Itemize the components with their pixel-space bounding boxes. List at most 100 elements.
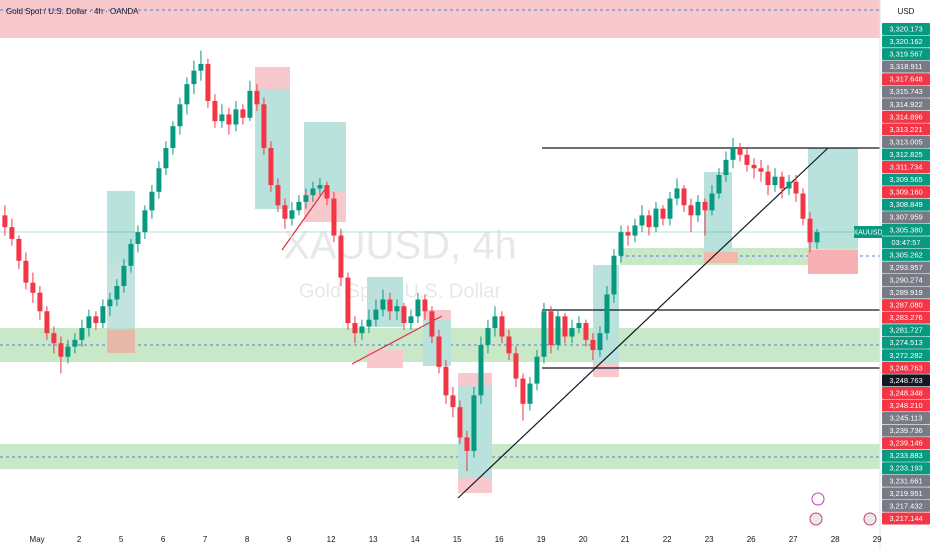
price-tag (882, 60, 930, 73)
candle-body (9, 227, 15, 239)
candle-body (163, 148, 169, 169)
candle-body (597, 333, 603, 350)
candle-body (191, 70, 197, 85)
price-tag (882, 437, 930, 450)
candle-body (534, 356, 540, 384)
candle-body (436, 336, 442, 367)
price-tag (882, 324, 930, 337)
candle-body (793, 181, 799, 194)
candle-body (408, 316, 414, 324)
candle-body (177, 104, 183, 127)
x-tick-label: 15 (453, 535, 462, 544)
price-tag-label: 3,239.736 (889, 426, 922, 435)
event-icon (863, 512, 877, 526)
candle-body (709, 193, 715, 211)
price-tag (882, 211, 930, 224)
candle-body (520, 378, 526, 404)
price-tag-label: 3,231.661 (889, 476, 922, 485)
price-tag-label: 3,272.282 (889, 351, 922, 360)
candle-body (366, 319, 372, 327)
candle-body (688, 205, 694, 216)
candle-body (779, 176, 785, 189)
price-tag-label: 3,319.567 (889, 50, 922, 59)
candle-body (212, 100, 218, 122)
countdown-tag (882, 236, 930, 249)
candle-body (44, 311, 50, 334)
candle-body (716, 174, 722, 194)
candle-body (604, 294, 610, 334)
candle-body (660, 208, 666, 219)
candle-body (499, 316, 505, 337)
long-stop (593, 363, 619, 377)
candle-body (737, 148, 743, 155)
candle-body (373, 309, 379, 320)
price-tag (882, 399, 930, 412)
axes: May 2 5 6 7 8 9 12 13 14 15 16 19 20 21 22 23 26 27 28 29 3,3… (30, 23, 930, 544)
price-tag (882, 499, 930, 512)
price-tag-label: 3,320.173 (889, 24, 922, 33)
short-stop (808, 250, 858, 274)
price-tag (882, 449, 930, 462)
drawings (0, 0, 880, 499)
price-tag (882, 361, 930, 374)
price-tag-label: 3,281.727 (889, 326, 922, 335)
currency-label: USD (898, 7, 915, 16)
symbol-tag (854, 226, 882, 238)
demand-zone (620, 248, 858, 265)
price-tag (882, 198, 930, 211)
candle-body (590, 339, 596, 350)
price-tag-label: 3,293.957 (889, 263, 922, 272)
candles (2, 50, 820, 472)
price-tag-label: 3,309.160 (889, 188, 922, 197)
price-tag (882, 123, 930, 136)
candle-body (240, 109, 246, 118)
price-tag-label: 3,245.113 (890, 414, 923, 423)
x-tick-label: 14 (411, 535, 420, 544)
price-tag-label: 3,217.432 (889, 501, 922, 510)
event-icons (809, 492, 877, 526)
candle-body (611, 255, 617, 295)
symbol-tag-text: XAUUSD (853, 229, 882, 236)
candle-body (667, 198, 673, 219)
price-tag-label: 3,305.262 (889, 250, 922, 259)
candle-body (576, 323, 582, 329)
price-tag (882, 35, 930, 48)
candle-body (261, 104, 267, 149)
price-tag-label: 3,239.146 (889, 439, 922, 448)
candle-body (548, 311, 554, 345)
candle-body (317, 185, 323, 189)
x-tick-label: 28 (831, 535, 840, 544)
price-tag-label: 3,219.951 (889, 489, 922, 498)
candle-body (303, 195, 309, 202)
candle-body (429, 311, 435, 337)
x-tick-label: 2 (77, 535, 82, 544)
candle-body (128, 243, 134, 266)
candle-body (422, 299, 428, 312)
candle-body (569, 328, 575, 337)
price-tag-label: 3,283.276 (889, 313, 922, 322)
candle-body (149, 191, 155, 211)
candle-body (786, 181, 792, 189)
price-tag-label: 3,289.919 (889, 288, 922, 297)
price-tag (882, 462, 930, 475)
candle-body (345, 277, 351, 324)
candle-body (772, 176, 778, 186)
candle-body (632, 225, 638, 236)
candle-body (205, 63, 211, 101)
candle-body (100, 306, 106, 324)
price-tag (882, 311, 930, 324)
x-tick-label: 26 (747, 535, 756, 544)
price-tag (882, 85, 930, 98)
candle-body (758, 168, 764, 172)
price-tag-label: 3,314.896 (889, 112, 922, 121)
candle-body (2, 215, 8, 228)
price-tag (882, 161, 930, 174)
price-tag-label: 3,317.648 (889, 75, 922, 84)
candle-body (23, 260, 29, 283)
candle-body (219, 114, 225, 122)
x-tick-label: 20 (579, 535, 588, 544)
x-tick-label: 13 (369, 535, 378, 544)
candle-body (443, 366, 449, 396)
candle-body (723, 159, 729, 175)
price-tag-label: 3,248.348 (889, 388, 922, 397)
